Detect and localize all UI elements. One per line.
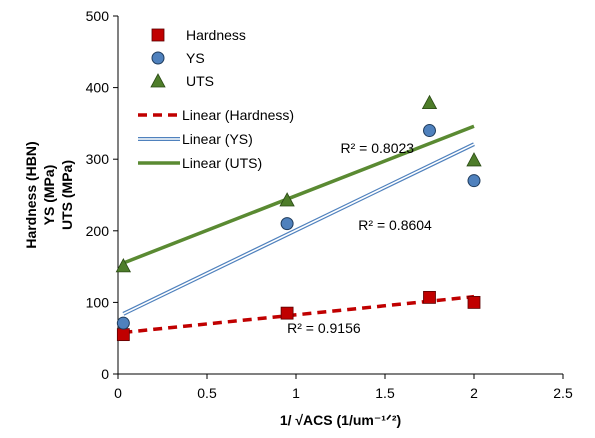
legend-hardness-label: Hardness [186,27,246,43]
r2-labels: R² = 0.9156 R² = 0.8604 R² = 0.8023 [287,140,432,336]
x-tick-label: 1.5 [375,385,395,401]
uts-point [466,152,482,167]
legend-trend-label: Linear (YS) [182,131,253,147]
legend-trend-label: Linear (Hardness) [182,107,294,123]
hardness-point [467,295,481,309]
ys-point [423,124,436,138]
legend-trend-label: Linear (UTS) [182,155,262,171]
axis-titles: 1/ √ACS (1/um⁻¹ᐟ²) Hardness (HBN) YS (MPa)… [23,141,401,428]
y-tick-label: 400 [86,80,110,96]
legend-ys-marker [151,51,165,65]
data-markers [115,94,482,342]
y-tick-label: 300 [86,151,110,167]
ys-point [280,217,294,231]
legend-hardness-marker [151,28,165,42]
uts-point [115,258,132,273]
r2-label: R² = 0.9156 [287,320,361,336]
x-tick-label: 0 [114,385,122,401]
trendline-linear-ys-inner [122,143,475,315]
legend-uts-marker [150,73,166,88]
r2-label: R² = 0.8604 [358,217,432,233]
trendline-linear-ys [122,142,475,316]
trendline-linear-uts [122,124,475,265]
x-tick-label: 2 [470,385,478,401]
y-tick-label: 0 [101,366,109,382]
x-tick-label: 0.5 [197,385,217,401]
hardness-point [280,306,294,320]
y-tick-label: 200 [86,223,110,239]
axes: 0 100 200 300 400 500 0 0.5 1 1.5 2 2.5 [86,8,573,401]
y-tick-label: 100 [86,294,110,310]
uts-point [279,192,295,207]
y-axis-title-line: UTS (MPa) [59,160,75,230]
r2-label: R² = 0.8023 [341,140,415,156]
legend: Hardness YS UTS Linear (Hardness) Linear (YS… [138,27,294,171]
y-tick-label: 500 [86,8,110,24]
y-axis-title-line: YS (MPa) [41,165,57,226]
x-axis-title: 1/ √ACS (1/um⁻¹ᐟ²) [280,412,401,428]
x-tick-label: 1 [292,385,300,401]
hardness-point [116,328,130,342]
hardness-point [423,290,436,304]
y-axis-title-line: Hardness (HBN) [23,141,39,248]
legend-ys-label: YS [186,50,205,66]
x-tick-label: 2.5 [553,385,573,401]
ys-point [467,174,481,188]
legend-uts-label: UTS [186,73,214,89]
uts-point [421,94,438,110]
trendlines [122,124,475,335]
ys-point [116,316,130,330]
trendline-linear-hardness [123,294,475,335]
